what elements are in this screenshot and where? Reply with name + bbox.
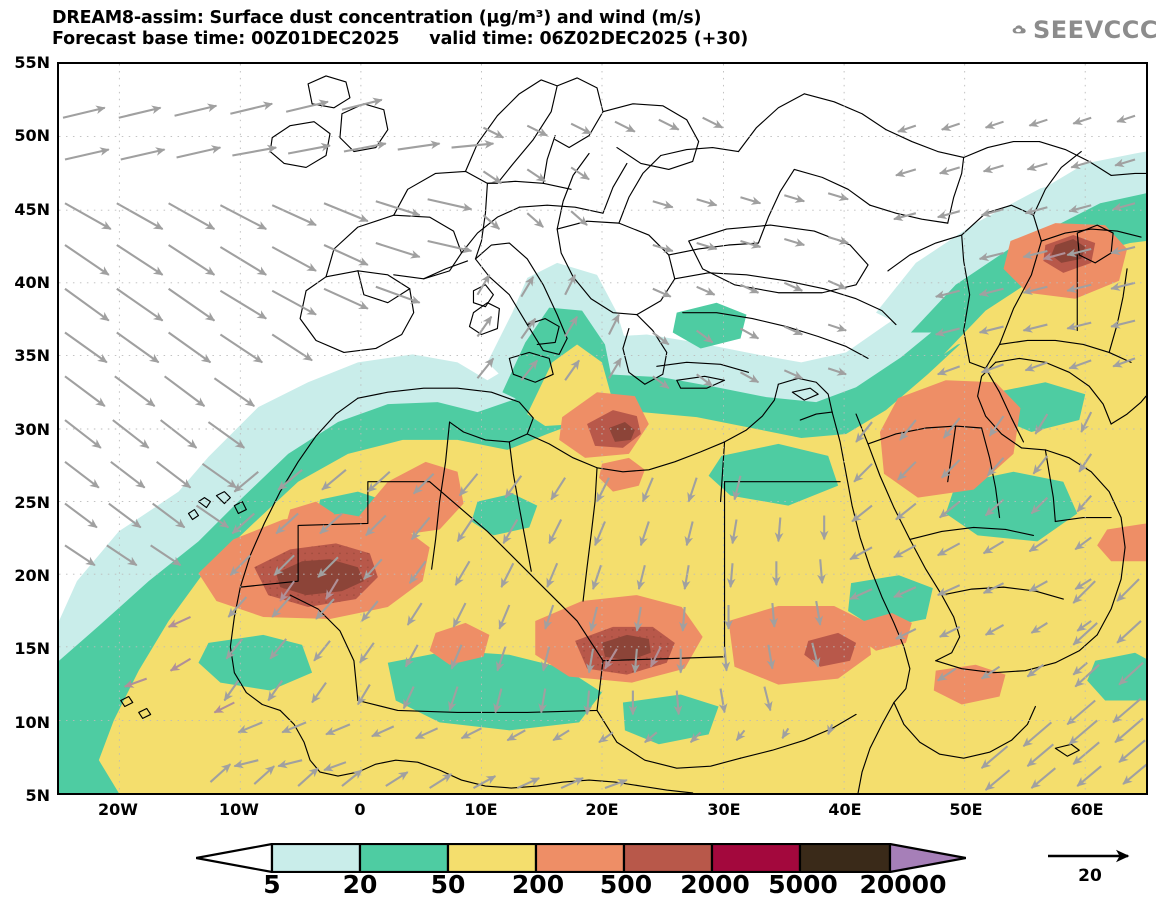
logo-text: SEEVCCC	[1033, 16, 1158, 44]
title-line-2: Forecast base time: 00Z01DEC2025 valid t…	[52, 29, 749, 49]
y-axis-label-40N: 40N	[14, 273, 50, 292]
dust-band-20-over	[198, 302, 1146, 745]
figure-title-block: DREAM8-assim: Surface dust concentration…	[52, 8, 952, 50]
x-axis-label-30E: 30E	[707, 800, 741, 819]
colorbar-swatches	[196, 843, 966, 873]
y-axis-label-50N: 50N	[14, 126, 50, 145]
colorbar-tick-2000: 2000	[680, 870, 750, 899]
x-axis-label-0: 0	[354, 800, 366, 819]
x-axis-label-20E: 20E	[585, 800, 619, 819]
y-axis-label-10N: 10N	[14, 713, 50, 732]
y-axis-label-20N: 20N	[14, 566, 50, 585]
x-axis-label-10E: 10E	[464, 800, 498, 819]
x-axis-label-50E: 50E	[949, 800, 983, 819]
colorbar-tick-50: 50	[430, 870, 466, 899]
title-line-1: DREAM8-assim: Surface dust concentration…	[52, 8, 702, 28]
y-axis-label-15N: 15N	[14, 639, 50, 658]
y-axis-label-45N: 45N	[14, 200, 50, 219]
wind-scale-arrow-icon	[1048, 849, 1130, 863]
x-axis-label-20W: 20W	[98, 800, 138, 819]
x-axis-label-10W: 10W	[219, 800, 259, 819]
x-axis-label-40E: 40E	[828, 800, 862, 819]
colorbar-tick-labels: 5 20 50 200 500 2000 5000 20000	[196, 872, 986, 900]
y-axis-label-35N: 35N	[14, 346, 50, 365]
y-axis-label-30N: 30N	[14, 420, 50, 439]
dust-band-200	[198, 223, 1146, 705]
colorbar-tick-200: 200	[511, 870, 565, 899]
colorbar-tick-500: 500	[599, 870, 653, 899]
y-axis-label-25N: 25N	[14, 493, 50, 512]
dust-concentration-map	[59, 64, 1146, 793]
seevccc-logo: SEEVCCC	[1012, 12, 1158, 48]
colorbar[interactable]	[196, 843, 966, 873]
y-axis-label-55N: 55N	[14, 53, 50, 72]
cloud-icon	[1012, 25, 1026, 34]
wind-scale-label: 20	[1078, 866, 1102, 886]
colorbar-tick-20000: 20000	[859, 870, 947, 899]
colorbar-tick-5000: 5000	[768, 870, 838, 899]
coastlines-and-borders	[120, 75, 1146, 793]
colorbar-tick-5: 5	[263, 870, 281, 899]
wind-scale-key	[1046, 848, 1146, 892]
x-axis-label-60E: 60E	[1070, 800, 1104, 819]
y-axis-label-5N: 5N	[25, 786, 50, 805]
map-plot-area[interactable]	[57, 62, 1148, 795]
colorbar-tick-20: 20	[342, 870, 378, 899]
wind-vectors	[62, 97, 1146, 791]
